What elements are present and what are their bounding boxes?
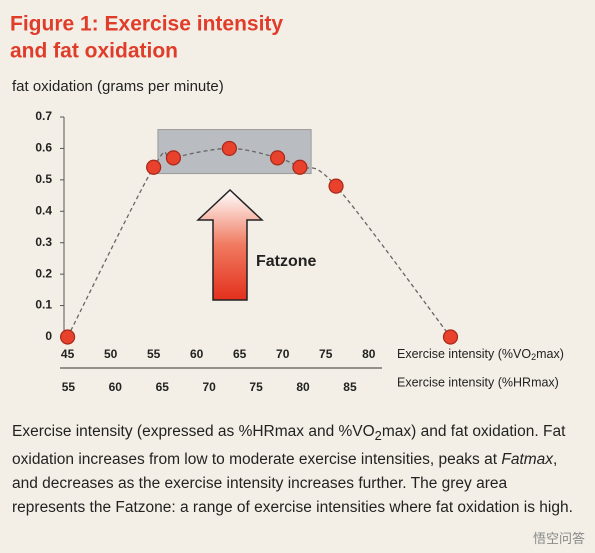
curve — [67, 147, 452, 338]
x-tick-label: 80 — [362, 347, 376, 361]
caption: Exercise intensity (expressed as %HRmax … — [12, 423, 573, 517]
point — [146, 159, 162, 175]
x-axis-label: Exercise intensity (%VO2max) — [397, 347, 564, 362]
point — [292, 159, 308, 175]
point — [221, 140, 237, 157]
annotation: Fatzone — [256, 253, 317, 270]
y-tick-label: 0.6 — [35, 141, 52, 155]
x2-tick-label: 85 — [343, 380, 357, 394]
x2-tick-label: 70 — [203, 380, 217, 394]
x-tick-label: 65 — [233, 347, 247, 361]
x-tick-label: 50 — [104, 347, 118, 361]
x2-tick-label: 65 — [156, 380, 170, 394]
x2-tick-label: 75 — [249, 380, 263, 394]
point — [165, 150, 182, 166]
chart-title: and fat oxidation — [10, 40, 178, 63]
chart: Figure 1: Exercise intensity and fat oxi… — [10, 13, 564, 395]
x-tick-label: 75 — [319, 347, 333, 361]
x-tick-label: 60 — [190, 347, 204, 361]
y-tick-label: 0.7 — [35, 109, 52, 123]
y-tick-label: 0.1 — [35, 298, 52, 312]
y-tick-label: 0 — [45, 329, 52, 343]
watermark: 悟空问答 — [532, 531, 585, 546]
x-tick-label: 70 — [276, 347, 290, 361]
point — [60, 329, 76, 345]
chart-title: Figure 1: Exercise intensity — [10, 13, 283, 36]
x-tick-label: 55 — [147, 347, 161, 361]
y-axis-label: fat oxidation (grams per minute) — [12, 78, 224, 95]
x2-axis-label: Exercise intensity (%HRmax) — [397, 375, 559, 389]
y-tick-label: 0.3 — [35, 235, 52, 249]
y-tick-label: 0.5 — [35, 172, 52, 186]
point — [328, 178, 344, 194]
x-tick-label: 45 — [61, 347, 75, 361]
x2-tick-label: 55 — [62, 380, 76, 394]
point — [269, 150, 286, 166]
x2-tick-label: 60 — [109, 380, 123, 394]
y-tick-label: 0.4 — [35, 203, 52, 217]
point — [442, 329, 459, 345]
x2-tick-label: 80 — [296, 380, 310, 394]
y-tick-label: 0.2 — [35, 266, 52, 280]
fatzone-arrow — [196, 188, 264, 301]
